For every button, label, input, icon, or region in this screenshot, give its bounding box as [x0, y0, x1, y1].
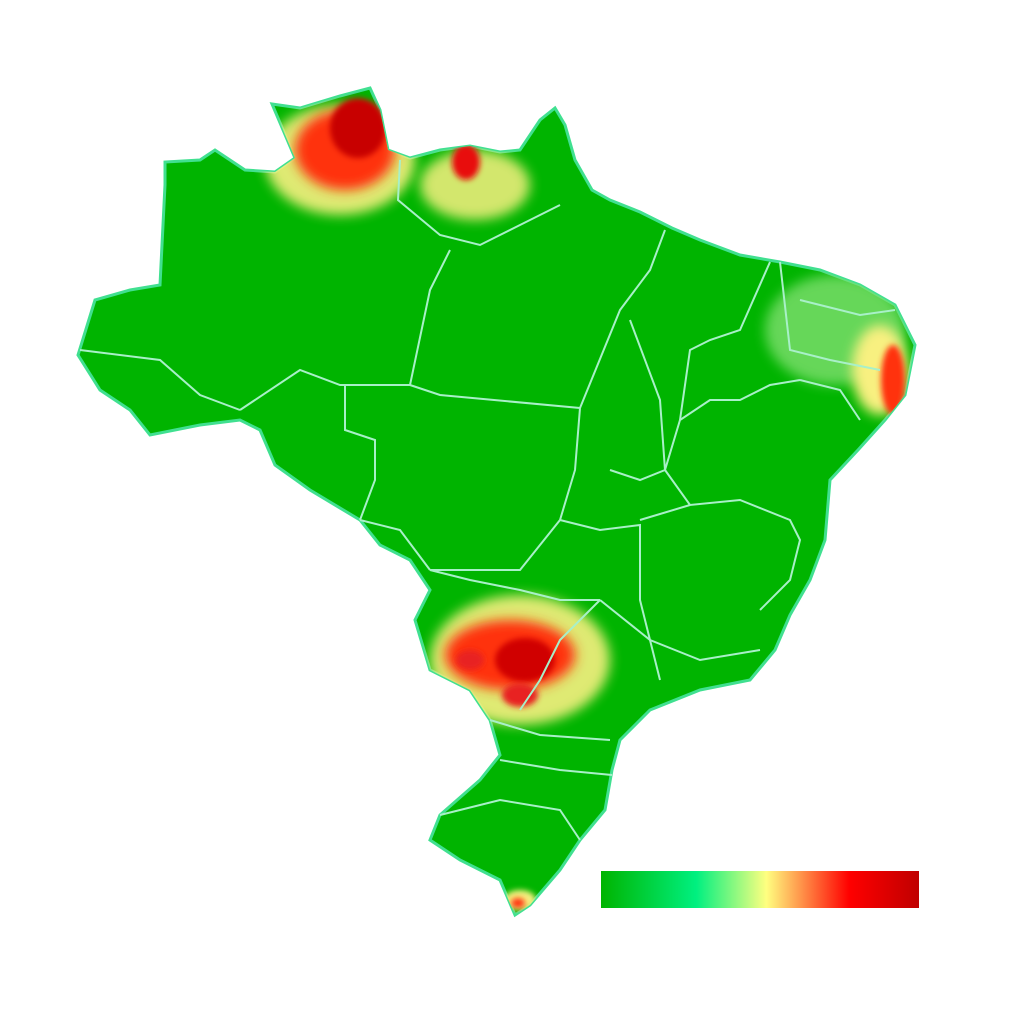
state-borders: [79, 159, 896, 841]
brazil-landmass: [76, 86, 917, 918]
legend-gradient: [601, 871, 919, 908]
color-scale-legend: [601, 871, 919, 908]
hotspot-south: [430, 595, 610, 725]
hotspot-southeast-tip: [504, 890, 536, 910]
hotspot-north: [265, 98, 530, 220]
hotspot-northeast: [765, 275, 908, 415]
